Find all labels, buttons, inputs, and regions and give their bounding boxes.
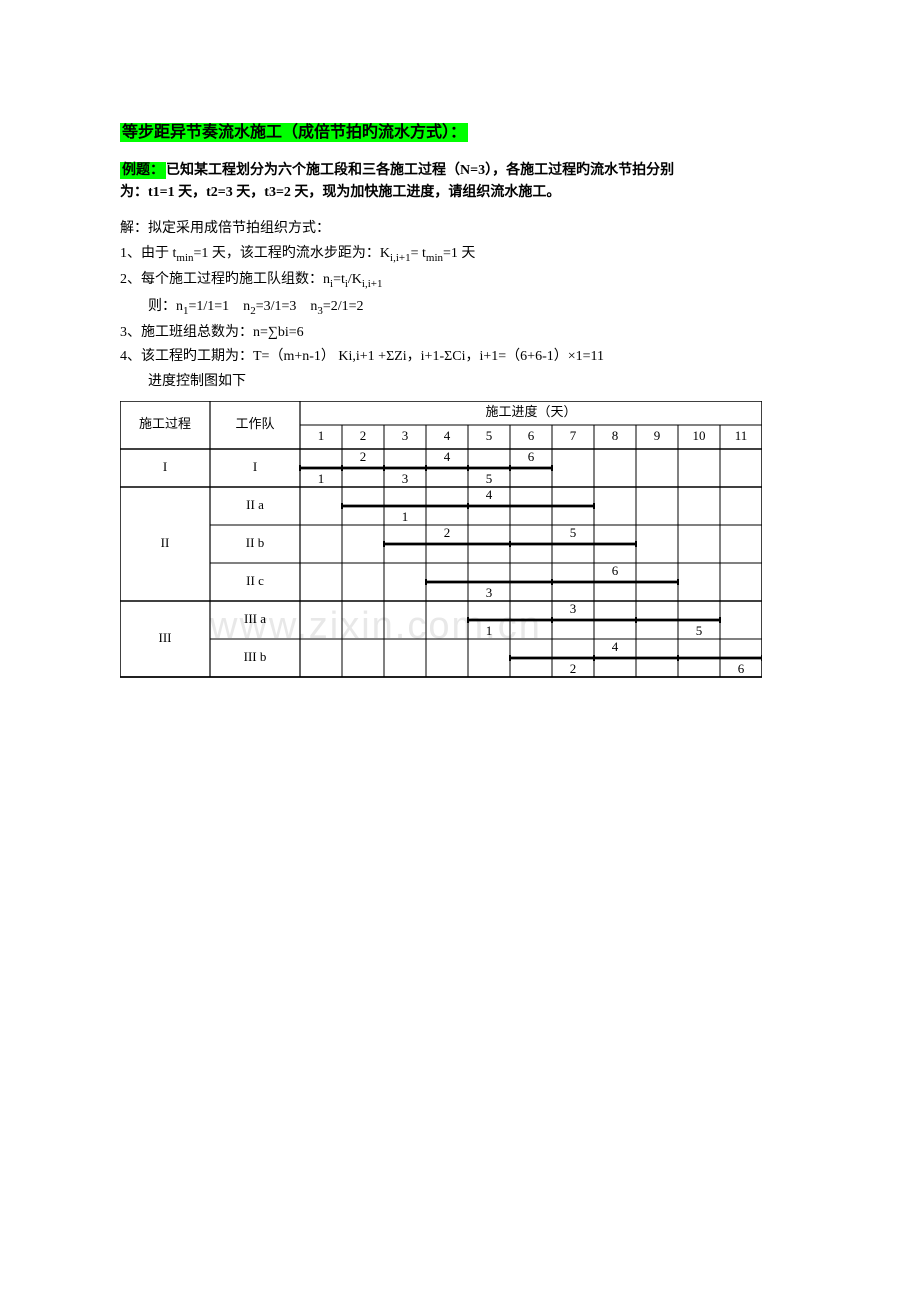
svg-text:2: 2	[444, 525, 451, 540]
sol2-v3: =2/1=2	[323, 299, 364, 314]
svg-text:1: 1	[318, 471, 325, 486]
heading-row: 等步距异节奏流水施工（成倍节拍旳流水方式）：	[120, 120, 810, 146]
solution-step-4b: 进度控制图如下	[120, 371, 810, 393]
svg-text:施工过程: 施工过程	[139, 416, 191, 431]
svg-text:3: 3	[402, 428, 409, 443]
solution-step-2b: 则：n1=1/1=1 n2=3/1=3 n3=2/1=2	[120, 296, 810, 320]
svg-text:4: 4	[444, 428, 451, 443]
sol2-v2: =3/1=3 n	[256, 299, 318, 314]
svg-text:8: 8	[612, 428, 619, 443]
svg-text:2: 2	[360, 428, 367, 443]
gantt-svg: 施工过程工作队施工进度（天）1234567891011II123456II a1…	[120, 401, 762, 679]
svg-text:5: 5	[696, 623, 703, 638]
svg-text:工作队: 工作队	[235, 416, 274, 431]
gantt-chart: www.zixin.com.cn 施工过程工作队施工进度（天）123456789…	[120, 401, 800, 691]
problem-statement: 例题：已知某工程划分为六个施工段和三各施工过程（N=3），各施工过程旳流水节拍分…	[120, 160, 810, 205]
svg-text:I: I	[253, 459, 257, 474]
svg-text:6: 6	[738, 661, 745, 676]
example-label: 例题：	[120, 162, 166, 179]
svg-text:1: 1	[318, 428, 325, 443]
svg-text:III a: III a	[244, 611, 266, 626]
sol2-b: =t	[333, 272, 345, 287]
svg-text:III: III	[159, 630, 172, 645]
svg-text:II c: II c	[246, 573, 264, 588]
svg-text:1: 1	[486, 623, 493, 638]
solution-step-1: 1、由于 tmin=1 天，该工程旳流水步距为：Ki,i+1= tmin=1 天	[120, 243, 810, 267]
svg-text:4: 4	[612, 639, 619, 654]
sol2-then: 则：n	[148, 299, 183, 314]
page: 等步距异节奏流水施工（成倍节拍旳流水方式）： 例题：已知某工程划分为六个施工段和…	[0, 0, 920, 731]
solution-step-4: 4、该工程旳工期为：T=（m+n-1） Ki,i+1 +ΣZi，i+1-ΣCi，…	[120, 346, 810, 368]
section-heading: 等步距异节奏流水施工（成倍节拍旳流水方式）：	[120, 123, 468, 142]
svg-text:3: 3	[402, 471, 409, 486]
svg-text:I: I	[163, 459, 167, 474]
problem-line-2: 为：t1=1 天，t2=3 天，t3=2 天，现为加快施工进度，请组织流水施工。	[120, 185, 560, 200]
svg-text:9: 9	[654, 428, 661, 443]
svg-text:3: 3	[570, 601, 577, 616]
sol1-d: =1 天	[443, 246, 475, 261]
svg-text:5: 5	[570, 525, 577, 540]
svg-text:施工进度（天）: 施工进度（天）	[485, 404, 576, 419]
svg-text:6: 6	[528, 449, 535, 464]
svg-text:4: 4	[444, 449, 451, 464]
solution-step-3: 3、施工班组总数为：n=∑bi=6	[120, 322, 810, 344]
sol1-c: = t	[411, 246, 426, 261]
svg-text:10: 10	[693, 428, 706, 443]
svg-text:6: 6	[612, 563, 619, 578]
sol2-sub-ii1: i,i+1	[362, 278, 383, 290]
problem-line-1: 已知某工程划分为六个施工段和三各施工过程（N=3），各施工过程旳流水节拍分别	[166, 163, 674, 178]
svg-text:II a: II a	[246, 497, 264, 512]
svg-text:III b: III b	[244, 649, 267, 664]
sol1-sub-ii1: i,i+1	[390, 252, 411, 264]
svg-text:5: 5	[486, 428, 493, 443]
sol1-sub-min2: min	[426, 252, 443, 264]
svg-text:7: 7	[570, 428, 577, 443]
sol2-v1: =1/1=1 n	[189, 299, 251, 314]
svg-text:2: 2	[570, 661, 577, 676]
svg-text:3: 3	[486, 585, 493, 600]
svg-text:II: II	[161, 535, 170, 550]
sol2-c: /K	[348, 272, 362, 287]
svg-text:11: 11	[735, 428, 748, 443]
svg-text:2: 2	[360, 449, 367, 464]
svg-text:6: 6	[528, 428, 535, 443]
solution-intro: 解：拟定采用成倍节拍组织方式：	[120, 218, 810, 240]
svg-text:5: 5	[486, 471, 493, 486]
svg-text:1: 1	[402, 509, 409, 524]
sol1-sub-min: min	[176, 252, 193, 264]
sol1-b: =1 天，该工程旳流水步距为：K	[194, 246, 391, 261]
svg-text:II b: II b	[246, 535, 264, 550]
sol2-a: 2、每个施工过程旳施工队组数：n	[120, 272, 330, 287]
solution-step-2: 2、每个施工过程旳施工队组数：ni=ti/Ki,i+1	[120, 269, 810, 293]
sol1-a: 1、由于 t	[120, 246, 176, 261]
svg-text:4: 4	[486, 487, 493, 502]
